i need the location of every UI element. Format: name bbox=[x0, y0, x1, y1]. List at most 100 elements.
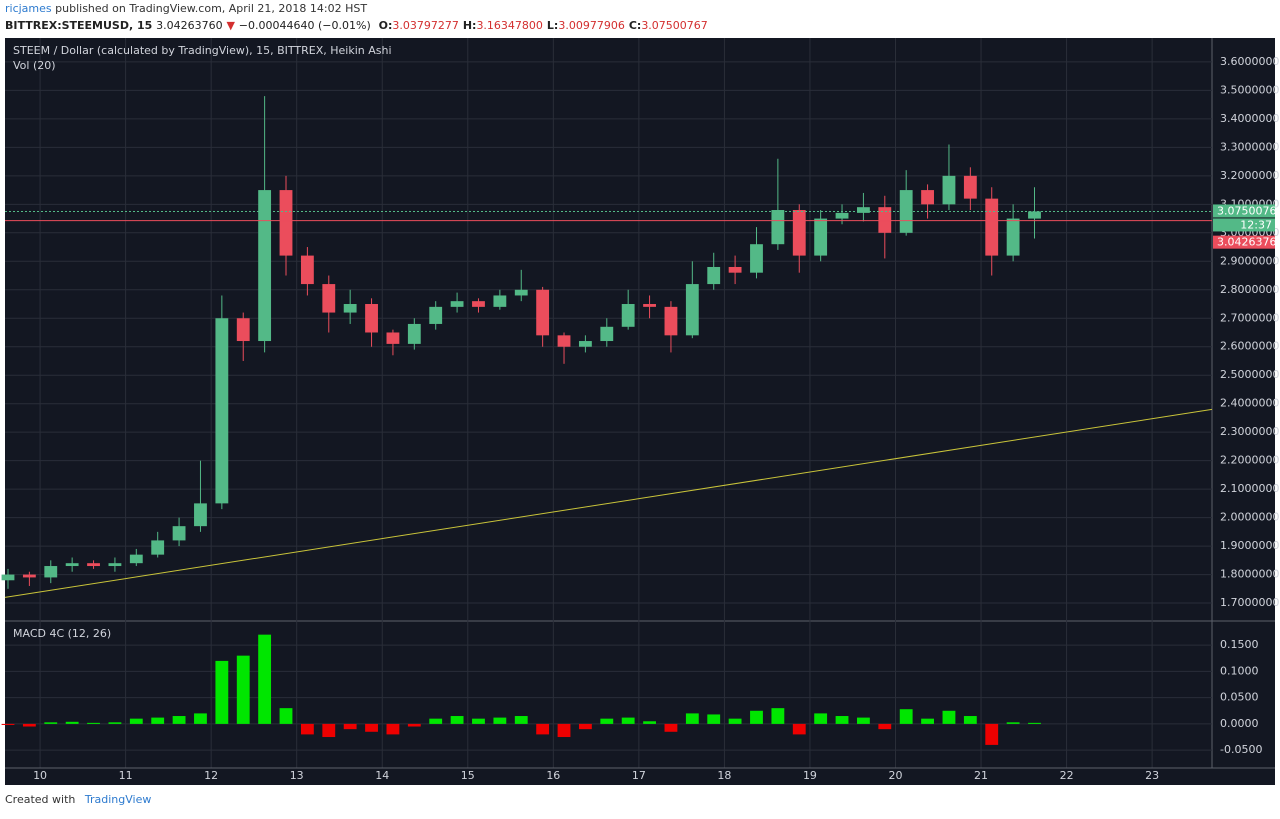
pane-title: MACD 4C (12, 26) bbox=[13, 627, 111, 640]
ohlc-value: 3.03797277 bbox=[392, 19, 458, 32]
macd-bar bbox=[878, 723, 892, 730]
candle-body bbox=[429, 306, 443, 324]
candle-body bbox=[472, 301, 485, 307]
price: 3.04263760 bbox=[156, 19, 222, 32]
x-tick-label: 20 bbox=[888, 769, 902, 782]
published: published on TradingView.com, April 21, … bbox=[55, 2, 367, 15]
candle-body bbox=[172, 526, 186, 541]
header-line: ricjames published on TradingView.com, A… bbox=[5, 2, 367, 15]
y-tick-label: 2.90000000 bbox=[1220, 254, 1280, 267]
candle-body bbox=[493, 295, 507, 307]
y-tick-label: -0.0500 bbox=[1220, 743, 1262, 756]
symbol: BITTREX:STEEMUSD, 15 bbox=[5, 19, 152, 32]
chart-area bbox=[5, 38, 1275, 785]
candle-body bbox=[322, 284, 336, 313]
x-tick-label: 11 bbox=[119, 769, 133, 782]
macd-bar bbox=[1, 723, 15, 725]
macd-bar bbox=[365, 723, 378, 732]
candle-body bbox=[771, 210, 785, 245]
y-tick-label: 3.50000000 bbox=[1220, 83, 1280, 96]
candle-body bbox=[65, 563, 79, 567]
y-tick-label: 2.10000000 bbox=[1220, 482, 1280, 495]
candle-body bbox=[151, 540, 165, 555]
x-tick-label: 13 bbox=[290, 769, 304, 782]
user[interactable]: ricjames bbox=[5, 2, 52, 15]
ohlc-label: H: bbox=[463, 19, 477, 32]
candle-body bbox=[921, 190, 934, 205]
candle-body bbox=[835, 212, 849, 219]
ohlc-label: O: bbox=[379, 19, 393, 32]
macd-bar bbox=[1028, 722, 1041, 724]
candle-body bbox=[963, 175, 977, 199]
macd-bar bbox=[578, 723, 592, 730]
macd-bar bbox=[472, 718, 485, 724]
y-tick-label: 2.40000000 bbox=[1220, 397, 1280, 410]
macd-bar bbox=[792, 723, 806, 735]
candle-body bbox=[728, 266, 742, 273]
brand[interactable]: TradingView bbox=[84, 793, 151, 806]
x-tick-label: 10 bbox=[33, 769, 47, 782]
macd-bar bbox=[963, 716, 977, 724]
macd-bar bbox=[685, 713, 699, 724]
candle-body bbox=[536, 289, 550, 336]
down-arrow: ▼ bbox=[226, 19, 235, 32]
candle-body bbox=[22, 574, 36, 578]
candle-body bbox=[621, 304, 635, 327]
candle-body bbox=[514, 289, 528, 296]
candle-body bbox=[300, 255, 314, 285]
candle-body bbox=[450, 301, 464, 307]
x-tick-label: 17 bbox=[632, 769, 646, 782]
macd-bar bbox=[921, 718, 934, 724]
y-tick-label: 0.1000 bbox=[1220, 664, 1259, 677]
candle-body bbox=[857, 207, 870, 213]
macd-bar bbox=[386, 723, 400, 735]
candle-body bbox=[878, 207, 892, 233]
footer: Created with TradingView bbox=[5, 793, 151, 806]
macd-bar bbox=[985, 723, 999, 745]
macd-bar bbox=[707, 714, 721, 724]
countdown-badge bbox=[1213, 218, 1275, 232]
macd-bar bbox=[129, 718, 143, 724]
macd-bar bbox=[771, 708, 785, 724]
macd-bar bbox=[87, 722, 100, 724]
candle-body bbox=[707, 266, 721, 285]
candle-body bbox=[643, 304, 656, 307]
x-tick-label: 21 bbox=[974, 769, 988, 782]
candle-body bbox=[108, 563, 122, 567]
macd-bar bbox=[942, 710, 956, 724]
y-tick-label: 1.90000000 bbox=[1220, 539, 1280, 552]
candle-body bbox=[685, 284, 699, 336]
pane-subtitle: Vol (20) bbox=[13, 59, 56, 72]
macd-bar bbox=[151, 717, 165, 724]
macd-bar bbox=[322, 723, 336, 738]
candle-body bbox=[750, 244, 763, 273]
y-tick-label: 2.20000000 bbox=[1220, 454, 1280, 467]
candle-body bbox=[1006, 218, 1020, 256]
macd-bar bbox=[835, 716, 849, 724]
macd-bar bbox=[108, 722, 122, 724]
y-tick-label: 0.0500 bbox=[1220, 691, 1259, 704]
candle-body bbox=[87, 563, 100, 567]
candle-body bbox=[814, 218, 828, 256]
macd-bar bbox=[750, 710, 763, 724]
candle-body bbox=[279, 190, 293, 256]
ohlc: O:3.03797277 H:3.16347800 L:3.00977906 C:3.… bbox=[379, 19, 708, 32]
macd-bar bbox=[300, 723, 314, 735]
y-tick-label: 3.40000000 bbox=[1220, 112, 1280, 125]
x-tick-label: 22 bbox=[1060, 769, 1074, 782]
macd-bar bbox=[664, 723, 678, 732]
y-tick-label: 3.20000000 bbox=[1220, 169, 1280, 182]
macd-bar bbox=[493, 717, 507, 724]
macd-bar bbox=[65, 721, 79, 724]
y-tick-label: 2.00000000 bbox=[1220, 511, 1280, 524]
candle-body bbox=[600, 326, 614, 342]
candle-body bbox=[215, 318, 229, 504]
ohlc-value: 3.07500767 bbox=[641, 19, 707, 32]
macd-bar bbox=[44, 722, 58, 724]
candle-body bbox=[1, 574, 15, 581]
y-tick-label: 1.70000000 bbox=[1220, 596, 1280, 609]
last-price-badge bbox=[1213, 204, 1275, 218]
macd-bar bbox=[899, 709, 913, 724]
y-tick-label: 2.80000000 bbox=[1220, 283, 1280, 296]
